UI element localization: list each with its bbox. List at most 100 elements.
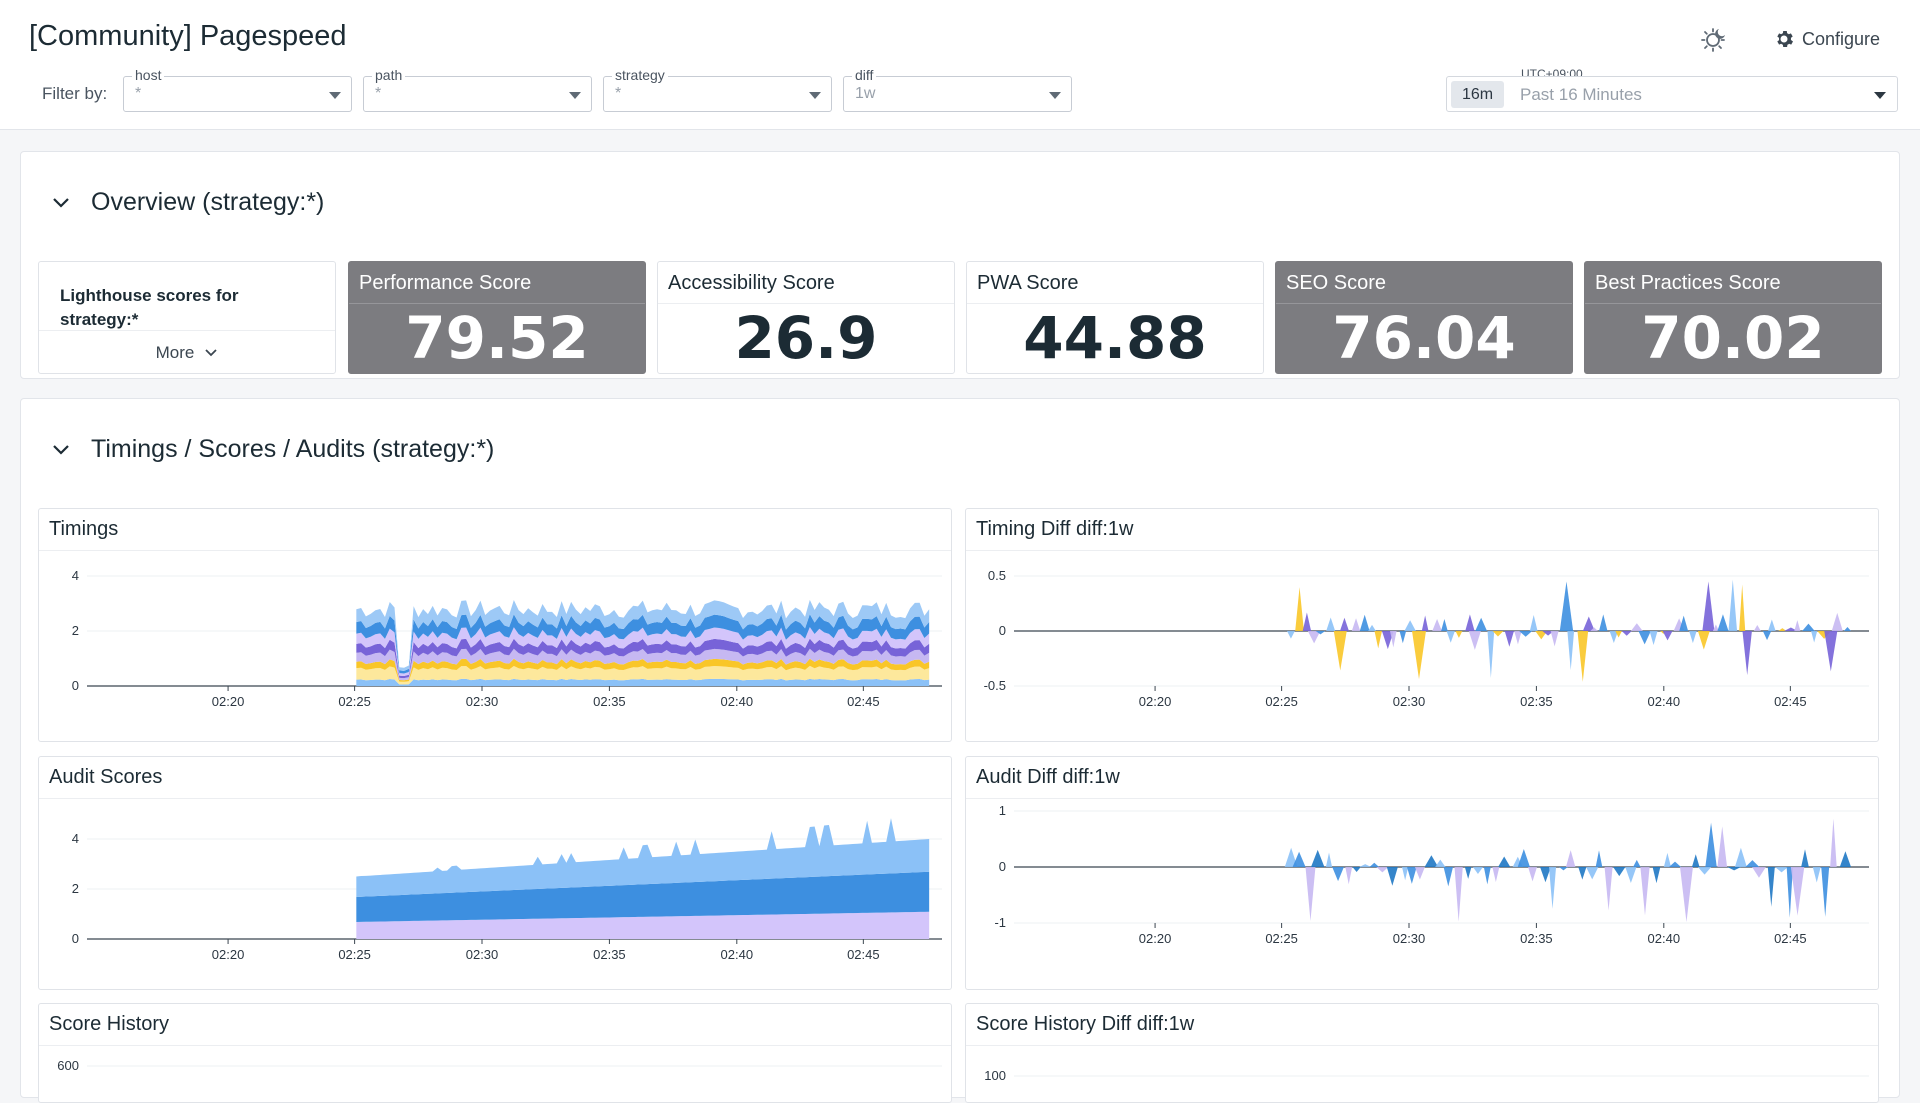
widget-value: 26.9	[734, 304, 878, 372]
diff-spike	[1535, 631, 1548, 640]
more-button[interactable]: More	[39, 330, 335, 373]
diff-spike	[1786, 867, 1793, 918]
diff-spike	[1311, 849, 1325, 867]
timing-diff-chart[interactable]: Timing Diff diff:1w -0.5 0 0.5 02:20 02:25 02…	[965, 508, 1879, 742]
chart-title: Score History Diff diff:1w	[966, 1004, 1878, 1046]
audit-diff-chart[interactable]: Audit Diff diff:1w -1 0 1 02:20 02:25 02:30 02…	[965, 756, 1879, 990]
diff-spike	[1625, 867, 1637, 883]
template-variable-name: host	[132, 67, 165, 83]
performance-score-widget[interactable]: Performance Score 79.52	[348, 261, 646, 374]
series-area	[356, 818, 930, 897]
group-title: Timings / Scores / Audits (strategy:*)	[91, 435, 495, 463]
timings-chart[interactable]: Timings 0 2 4 02:20 02:25 02:30 02:35 02:40 02:4…	[38, 508, 952, 742]
diff-spike	[1590, 627, 1598, 631]
configure-label: Configure	[1802, 28, 1881, 49]
group-timings-toggle[interactable]: Timings / Scores / Audits (strategy:*)	[51, 435, 494, 464]
series-area	[356, 658, 930, 682]
template-variable-name: strategy	[612, 67, 668, 83]
score-history-diff-chart[interactable]: Score History Diff diff:1w 100	[965, 1003, 1879, 1103]
chevron-down-icon	[53, 444, 69, 455]
diff-spike	[1794, 620, 1801, 631]
y-tick-label: 0.5	[988, 568, 1006, 583]
x-tick-label: 02:35	[1520, 931, 1553, 946]
diff-spike	[1784, 627, 1798, 631]
widget-value: 44.88	[1023, 304, 1207, 372]
diff-spike	[1615, 631, 1622, 638]
template-variable-diff[interactable]: diff 1w	[843, 67, 1072, 112]
audit-scores-chart[interactable]: Audit Scores 0 2 4 02:20 02:25 02:30 02:35 02:4…	[38, 756, 952, 990]
template-variable-value: 1w	[855, 85, 876, 102]
diff-spike	[1586, 867, 1599, 880]
audit-scores-chart-plot: 0 2 4 02:20 02:25 02:30 02:35 02:40 02:45	[72, 818, 942, 962]
time-range-picker[interactable]: 16m Past 16 Minutes	[1446, 76, 1898, 112]
chart-title: Timing Diff diff:1w	[966, 509, 1878, 551]
y-tick-label: 0	[999, 859, 1006, 874]
diff-spike	[1421, 615, 1429, 631]
score-history-chart-plot: 600	[57, 1058, 942, 1073]
diff-spike	[1465, 614, 1475, 631]
diff-spike	[1542, 631, 1554, 636]
widget-title: PWA Score	[967, 262, 1263, 304]
diff-spike	[1287, 631, 1295, 639]
template-variable-host[interactable]: host *	[123, 67, 352, 112]
diff-spike	[1351, 618, 1361, 631]
note-widget: Lighthouse scores for strategy:* More	[38, 261, 336, 374]
diff-spike	[1504, 631, 1514, 647]
caret-down-icon	[329, 92, 341, 99]
widget-title: Accessibility Score	[658, 262, 954, 304]
y-tick-label: 0	[72, 931, 79, 946]
accessibility-score-widget[interactable]: Accessibility Score 26.9	[657, 261, 955, 374]
group-overview-toggle[interactable]: Overview (strategy:*)	[51, 188, 324, 217]
diff-spike	[1638, 631, 1651, 645]
diff-spike	[1443, 867, 1454, 887]
x-tick-label: 02:20	[212, 947, 245, 962]
x-tick-label: 02:25	[1265, 931, 1298, 946]
x-tick-label: 02:25	[1265, 694, 1298, 709]
template-variable-value: *	[375, 85, 382, 102]
x-tick-label: 02:20	[212, 694, 245, 709]
diff-spike	[1680, 867, 1693, 922]
best-practices-score-widget[interactable]: Best Practices Score 70.02	[1584, 261, 1882, 374]
y-tick-label: 0	[72, 678, 79, 693]
diff-spike	[1454, 867, 1463, 922]
diff-spike	[1441, 618, 1448, 631]
configure-button[interactable]: Configure	[1774, 22, 1880, 56]
diff-spike	[1399, 631, 1407, 644]
pwa-score-widget[interactable]: PWA Score 44.88	[966, 261, 1264, 374]
template-variable-path[interactable]: path *	[363, 67, 592, 112]
diff-spike	[1768, 619, 1776, 631]
theme-toggle-button[interactable]	[1700, 22, 1728, 56]
timing-diff-chart-plot: -0.5 0 0.5 02:20 02:25 02:30 02:35 02:40 02:45	[984, 568, 1869, 709]
note-text: Lighthouse scores for strategy:*	[60, 286, 239, 329]
score-history-chart[interactable]: Score History 600	[38, 1003, 952, 1103]
group-title: Overview (strategy:*)	[91, 188, 325, 216]
diff-spike	[1742, 631, 1752, 676]
diff-spike	[1604, 867, 1613, 911]
diff-spike	[1752, 867, 1766, 878]
diff-spike	[1517, 849, 1530, 867]
seo-score-widget[interactable]: SEO Score 76.04	[1275, 261, 1573, 374]
diff-spike	[1424, 855, 1439, 867]
time-range-text: Past 16 Minutes	[1520, 85, 1642, 104]
template-variable-strategy[interactable]: strategy *	[603, 67, 832, 112]
widget-value: 70.02	[1641, 304, 1825, 372]
diff-spike	[1540, 867, 1551, 883]
diff-spike	[1812, 867, 1821, 883]
x-tick-label: 02:20	[1139, 931, 1172, 946]
score-history-diff-chart-plot: 100	[984, 1068, 1869, 1083]
x-tick-label: 02:45	[1774, 931, 1807, 946]
diff-spike	[1663, 852, 1671, 867]
y-tick-label: -1	[994, 915, 1006, 930]
diff-spike	[1717, 614, 1729, 631]
diff-spike	[1727, 867, 1741, 871]
diff-spike	[1613, 867, 1626, 877]
y-tick-label: -0.5	[984, 678, 1006, 693]
diff-spike	[1712, 624, 1719, 631]
diff-spike	[1548, 867, 1557, 909]
diff-spike	[1767, 867, 1775, 907]
diff-spike	[1339, 617, 1349, 631]
y-tick-label: 2	[72, 623, 79, 638]
x-tick-label: 02:40	[721, 694, 754, 709]
diff-spike	[1649, 631, 1658, 646]
diff-spike	[1739, 584, 1746, 631]
